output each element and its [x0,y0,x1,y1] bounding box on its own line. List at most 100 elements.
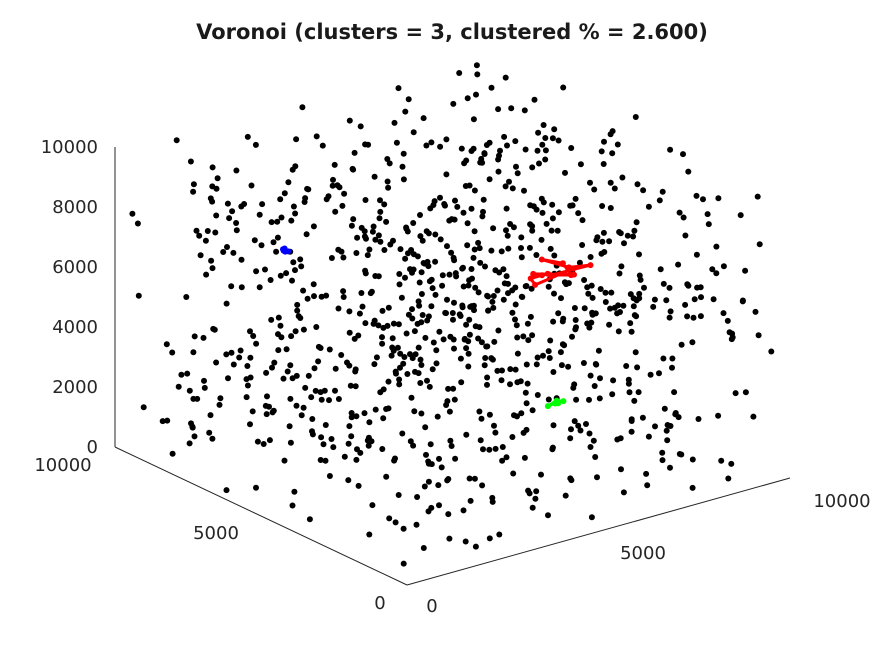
points-layer [129,62,775,567]
data-point [465,282,472,289]
data-point [523,361,530,368]
data-point [385,184,392,191]
data-point [669,364,675,371]
data-point [678,341,685,348]
data-point [430,339,437,346]
data-point [512,316,518,323]
data-point [370,223,377,230]
data-point [540,122,547,128]
data-point [724,317,731,324]
data-point [313,133,320,140]
data-point [410,251,417,258]
data-point [632,349,639,356]
data-point [543,220,550,227]
data-point [436,328,443,335]
data-point [402,255,409,262]
data-point [408,247,415,253]
chart-title: Voronoi (clusters = 3, clustered % = 2.6… [196,20,708,44]
data-point [647,371,654,378]
data-point [377,238,384,245]
data-point [598,148,605,155]
data-point [301,199,308,205]
data-point [331,161,338,168]
data-point [292,267,298,274]
data-point [587,179,593,186]
data-point [395,321,402,328]
data-point [739,298,746,305]
data-point [618,263,625,270]
data-point [567,435,574,442]
data-point [417,212,423,218]
data-point [484,374,491,381]
data-point [720,263,727,270]
data-point [407,351,413,358]
data-point [403,224,410,231]
data-point [427,205,434,212]
data-point [393,139,400,146]
data-point [326,397,332,404]
data-point [467,303,474,310]
cluster-point [547,272,554,279]
data-point [476,245,483,252]
data-point [532,495,539,502]
data-point [542,156,549,163]
data-point [129,210,136,217]
data-point [268,219,275,226]
data-point [451,396,458,403]
data-point [446,217,453,224]
data-point [514,379,521,386]
data-point [527,221,534,228]
data-point [667,308,674,315]
data-point [475,239,482,246]
data-point [318,434,325,441]
data-point [330,176,336,183]
data-point [256,211,263,218]
data-point [590,437,597,444]
data-point [281,457,288,464]
data-point [425,263,432,270]
data-point [241,201,248,207]
data-point [480,446,486,453]
data-point [278,334,285,341]
data-point [728,460,735,467]
data-point [685,282,692,289]
data-point [550,369,557,375]
data-point [244,382,251,389]
data-point [230,361,237,368]
data-point [478,415,485,422]
data-point [209,265,216,272]
data-point [526,244,533,251]
data-point [571,418,578,425]
data-point [500,266,507,273]
data-point [580,360,587,366]
data-point [752,308,759,315]
data-point [466,475,473,482]
data-point [588,319,595,326]
data-point [294,307,301,314]
data-point [169,349,176,356]
data-point [353,456,360,463]
data-point [377,208,384,215]
data-point [460,264,466,271]
data-point [311,293,317,300]
x-tick-label: 5000 [620,543,666,564]
data-point [225,375,231,382]
data-point [312,387,319,394]
data-point [412,351,419,358]
data-point [429,366,436,373]
data-point [650,303,657,310]
data-point [610,377,617,384]
data-point [355,482,362,489]
data-point [693,251,700,258]
data-point [720,310,727,317]
data-point [373,354,380,361]
data-point [473,62,480,69]
data-point [304,295,311,302]
data-point [299,104,306,111]
data-point [340,254,347,261]
data-point [602,299,609,305]
data-point [437,194,443,201]
data-point [277,322,284,329]
data-point [209,183,216,190]
